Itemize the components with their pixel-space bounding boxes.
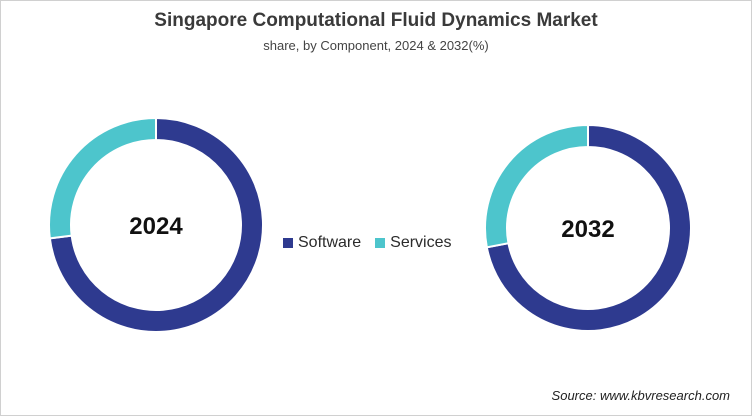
slice-2032-software [485, 123, 692, 332]
chart-title: Singapore Computational Fluid Dynamics M… [154, 10, 598, 31]
legend-item-services: Services [375, 234, 452, 252]
legend-item-software: Software [283, 234, 361, 252]
legend-swatch-services [375, 238, 386, 248]
chart-subtitle: share, by Component, 2024 & 2032(%) [263, 38, 489, 53]
legend-label-software: Software [298, 234, 362, 251]
legend: Software Services [283, 234, 452, 252]
legend-label-services: Services [390, 234, 452, 251]
slice-2032-services [484, 123, 589, 249]
slice-2024-services [48, 116, 157, 240]
donut-center-label-2024: 2024 [129, 213, 183, 240]
donut-center-label-2032: 2032 [561, 216, 614, 243]
slice-2024-software [48, 116, 264, 333]
source-note: Source: www.kbvresearch.com [551, 388, 730, 403]
legend-swatch-software [283, 238, 293, 248]
